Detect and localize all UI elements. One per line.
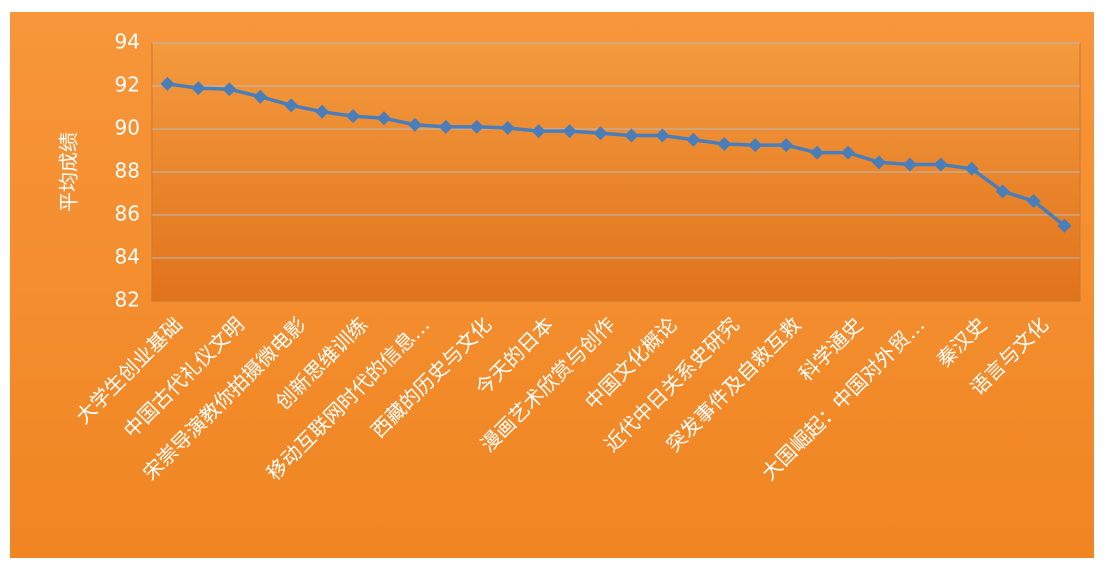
marker: [562, 124, 577, 139]
marker: [779, 138, 794, 153]
marker: [841, 145, 855, 160]
marker: [531, 124, 546, 139]
marker: [717, 137, 732, 152]
marker: [346, 109, 361, 124]
marker: [810, 145, 825, 160]
marker: [500, 120, 515, 135]
marker: [191, 81, 206, 96]
y-tick-label: 82: [115, 288, 140, 312]
y-tick-label: 90: [115, 116, 140, 140]
y-tick-label: 84: [115, 245, 140, 269]
y-axis-label: 平均成绩: [57, 132, 81, 212]
marker: [469, 119, 484, 134]
marker: [407, 117, 422, 132]
marker: [933, 157, 948, 172]
y-tick-label: 94: [115, 30, 140, 54]
marker: [902, 157, 917, 172]
marker: [964, 161, 979, 176]
marker: [284, 98, 299, 113]
marker: [315, 104, 330, 119]
y-tick-label: 86: [115, 202, 140, 226]
marker: [871, 155, 886, 170]
marker: [438, 119, 453, 134]
y-tick-label: 92: [115, 73, 140, 97]
marker: [160, 76, 175, 91]
marker: [377, 111, 391, 126]
marker: [593, 126, 608, 141]
marker: [655, 128, 670, 143]
y-tick-label: 88: [115, 159, 140, 183]
marker: [686, 132, 701, 147]
marker: [748, 138, 763, 153]
marker: [1057, 218, 1072, 233]
marker: [1026, 194, 1041, 209]
marker: [222, 82, 237, 97]
marker: [253, 89, 268, 104]
marker: [624, 128, 639, 143]
marker: [995, 184, 1010, 199]
